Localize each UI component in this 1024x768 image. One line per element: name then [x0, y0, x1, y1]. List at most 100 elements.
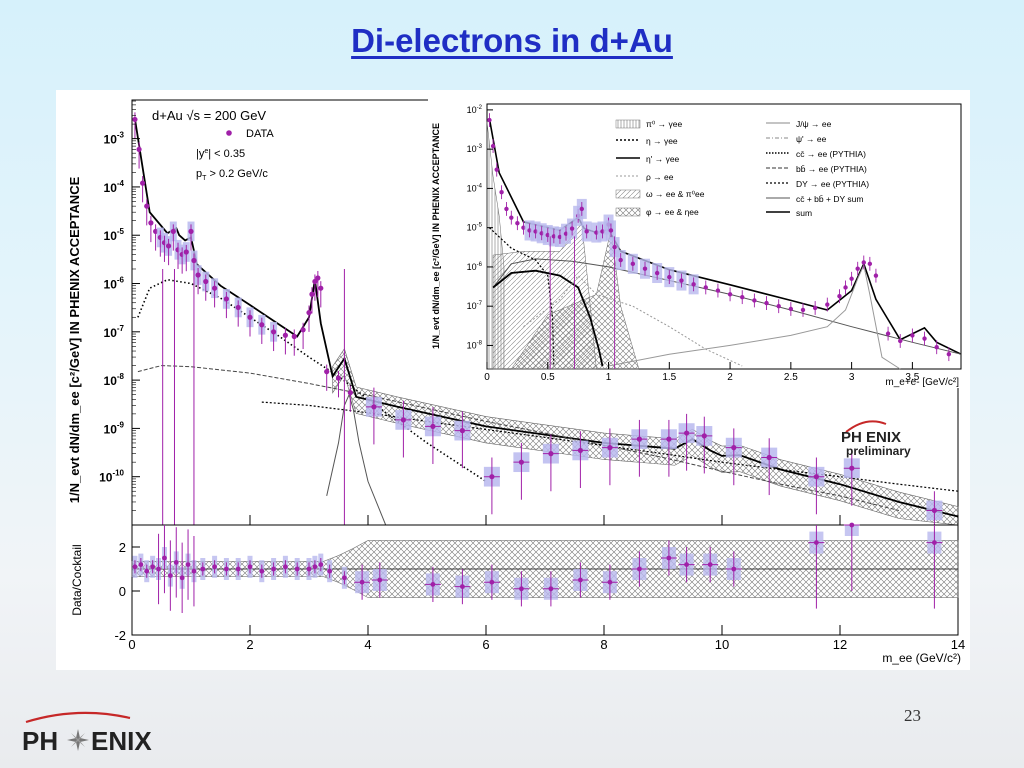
x-tick: 2	[246, 515, 254, 652]
data-point	[182, 242, 190, 272]
legend-label: cc̄ → ee (PYTHIA)	[796, 149, 866, 159]
x-tick: 6	[482, 515, 490, 652]
inset-data-point	[567, 218, 578, 239]
legend-label: DY → ee (PYTHIA)	[796, 179, 869, 189]
main-y-tick: 10-9	[104, 420, 140, 436]
inset-data-point	[843, 280, 848, 295]
data-point	[140, 176, 146, 203]
inset-x-tick: 2	[727, 362, 733, 383]
legend-swatch-pi0	[615, 119, 641, 129]
data-point	[202, 271, 210, 301]
ratio-point	[173, 527, 179, 598]
x-tick: 8	[600, 515, 608, 652]
svg-text:1: 1	[606, 372, 612, 383]
svg-text:10-5: 10-5	[104, 227, 125, 243]
status-label: preliminary	[846, 444, 911, 458]
ratio-systematic-band	[131, 540, 959, 598]
inset-y-axis-label: 1/N_evt dN/dm_ee [c²/GeV] IN PHENIX ACCE…	[431, 123, 441, 349]
legend-label: bb̄ → ee (PYTHIA)	[796, 164, 867, 174]
x-ticks: 0 2 4 6 8 10 12 14	[128, 515, 965, 652]
inset-data-point	[867, 256, 873, 271]
data-point	[169, 221, 177, 251]
main-curve-sum	[134, 119, 959, 518]
data-point	[678, 413, 695, 471]
main-data-points	[132, 112, 943, 525]
svg-text:10-9: 10-9	[104, 420, 125, 436]
ratio-point	[318, 553, 324, 576]
svg-text:10-5: 10-5	[467, 223, 483, 233]
inset-data-point	[605, 220, 616, 241]
inset-data-point	[652, 262, 663, 284]
inset-y-tick: 10-7	[467, 301, 493, 311]
inset-data-point	[825, 297, 830, 312]
inset-data-point	[715, 283, 721, 298]
data-point	[306, 305, 312, 332]
data-point	[312, 274, 318, 301]
main-curve-bb-ee-pythia-	[137, 365, 900, 511]
svg-text:4: 4	[364, 637, 371, 652]
inset-data-point	[776, 299, 781, 314]
svg-text:10-10: 10-10	[99, 469, 124, 485]
data-point	[258, 314, 266, 344]
ratio-point	[150, 555, 156, 578]
svg-text:3.5: 3.5	[905, 372, 919, 383]
ratio-point	[341, 566, 347, 589]
inset-data-point	[664, 267, 675, 288]
data-point	[542, 434, 559, 492]
inset-data-point	[509, 210, 514, 225]
inset-panel: 10-2 10-3 10-4 10-5 10-6 10-7 10-8 0 0.5 1 1.5 2 2.…	[428, 94, 966, 388]
slide-title: Di-electrons in d+Au	[351, 22, 673, 59]
x-tick: 0	[128, 515, 136, 652]
svg-text:-2: -2	[114, 628, 126, 643]
data-point	[843, 448, 860, 506]
inset-data-point	[703, 280, 708, 295]
inset-data-point	[576, 198, 587, 219]
legend-label: J/ψ → ee	[796, 119, 832, 129]
inset-data-point	[898, 334, 903, 348]
svg-text:0: 0	[119, 584, 126, 599]
svg-text:10-6: 10-6	[104, 276, 125, 292]
ratio-point	[424, 566, 441, 602]
logo-star-icon	[67, 729, 89, 751]
figure-canvas: 10-3 10-4 10-5 10-6 10-7 10-8 10-9 10-10 1/N_ev…	[67, 94, 966, 665]
data-point	[282, 328, 288, 355]
legend-label: ψ' → ee	[796, 134, 827, 144]
data-point	[318, 281, 324, 308]
inset-data-point	[727, 287, 733, 302]
inset-data-point	[812, 301, 818, 315]
legend-data-label: DATA	[246, 128, 274, 140]
data-point	[454, 411, 471, 469]
svg-text:2.5: 2.5	[784, 372, 798, 383]
main-y-tick: 10-3	[104, 131, 140, 147]
cut-pt: pT > 0.2 GeV/c	[196, 168, 268, 182]
inset-data-point	[885, 326, 891, 341]
inset-data-point	[752, 293, 757, 308]
data-point	[347, 385, 353, 412]
ratio-point	[306, 558, 312, 580]
inset-data-point	[676, 270, 687, 291]
ratio-y-ticks: -2 0 2	[114, 540, 140, 643]
ratio-panel: -202 0 2 4 6 8 10 12 14 Data/Cocktail m_ee (GeV…	[70, 515, 965, 665]
data-point	[187, 221, 195, 251]
inset-data-point	[640, 258, 650, 279]
inset-y-tick: 10-3	[467, 144, 493, 154]
svg-text:2: 2	[246, 637, 253, 652]
inset-x-ticks: 0 0.5 1 1.5 2 2.5 3 3.5	[484, 362, 920, 383]
svg-text:10-2: 10-2	[467, 105, 483, 115]
data-point	[324, 364, 330, 391]
legend-label: ω → ee & π⁰ee	[646, 189, 705, 199]
svg-text:0.5: 0.5	[541, 372, 555, 383]
data-point	[808, 457, 825, 515]
svg-text:10-4: 10-4	[467, 183, 483, 193]
main-y-tick: 10-7	[104, 324, 140, 340]
inset-curve--ee	[492, 269, 604, 367]
ratio-point	[678, 547, 695, 583]
ratio-y-tick: 0	[119, 584, 140, 599]
inset-x-tick: 3	[849, 362, 855, 383]
logo-text-right: ENIX	[91, 726, 152, 756]
figure: 10-3 10-4 10-5 10-6 10-7 10-8 10-9 10-10 1/N_ev…	[56, 90, 970, 670]
x-tick: 14	[951, 515, 965, 652]
inset-data-point	[504, 202, 509, 216]
ratio-point	[161, 525, 167, 594]
inset-data-point	[764, 296, 769, 310]
